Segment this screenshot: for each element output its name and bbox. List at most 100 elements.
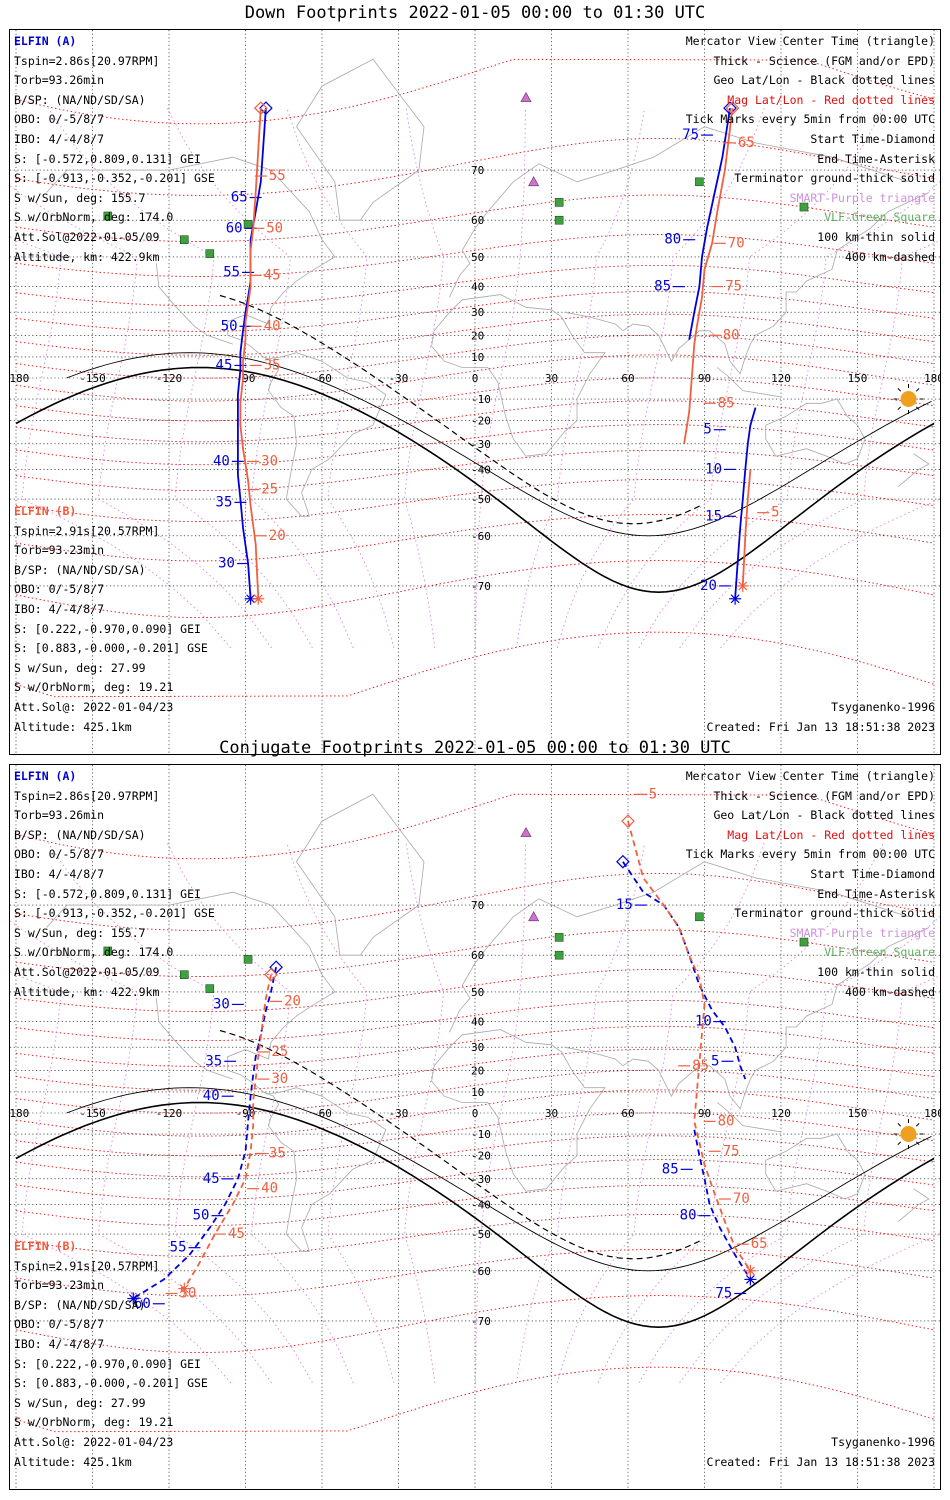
elfin-a-track (237, 108, 267, 599)
mag-lon-gridline (556, 842, 765, 1384)
tick-time-label: 30 (271, 1071, 288, 1087)
mag-lat-gridline (15, 793, 935, 860)
elfin-a-info: ELFIN (A) Tspin=2.86s[20.97RPM] Torb=93.26… (14, 32, 215, 267)
elfin-b-info-line: B/SP: (NA/ND/SD/SA) (14, 1297, 146, 1312)
mag-lon-gridline (556, 107, 765, 649)
elfin-a-info-line: B/SP: (NA/ND/SD/SA) (14, 92, 146, 107)
mag-lat-gridline (15, 1089, 935, 1137)
coastline (46, 156, 387, 517)
coastline (449, 126, 909, 298)
elfin-b-info-line: Torb=93.23min (14, 1278, 105, 1293)
elfin-a-info-line: Att.Sol@2022-01-05/09 (14, 229, 160, 244)
mag-lat-gridline (15, 1159, 935, 1201)
mag-lat-gridline (15, 377, 935, 422)
tick-time-label: 20 (269, 528, 286, 544)
legend-entry: 100 km-thin solid (817, 964, 935, 979)
map-svg: -180-150-120-90-60-300306090120150180706… (10, 30, 940, 754)
legend-entry: Mag Lat/Lon - Red dotted lines (727, 827, 935, 842)
lat-tick-label: -40 (471, 1198, 491, 1211)
map-svg: -180-150-120-90-60-300306090120150180706… (10, 765, 940, 1489)
lat-tick-label: -10 (471, 393, 491, 406)
mag-lat-gridline (15, 58, 935, 125)
legend-entry: Geo Lat/Lon - Black dotted lines (713, 808, 935, 823)
legend-entry: Mercator View Center Time (triangle) (685, 34, 935, 48)
tick-time-label: 20 (700, 578, 717, 594)
elfin-b-track (741, 469, 752, 586)
sun-ray (897, 406, 902, 410)
legend-entry: Mag Lat/Lon - Red dotted lines (727, 92, 935, 107)
mag-lon-gridline (638, 180, 940, 649)
mag-lat-gridline (15, 1366, 935, 1433)
elfin-a-info-line: OBO: 0/-5/8/7 (14, 112, 105, 127)
lon-tick-label: 120 (771, 372, 791, 385)
lon-tick-label: 90 (698, 1107, 711, 1120)
tick-time-label: 65 (231, 190, 248, 206)
lon-tick-label: 180 (924, 372, 940, 385)
lon-tick-label: 150 (848, 372, 868, 385)
tick-time-label: 35 (264, 357, 281, 373)
end-time-asterisk (128, 1294, 138, 1303)
start-time-diamond (264, 967, 278, 982)
vlf-station-square (554, 950, 564, 960)
mag-lon-gridline (167, 842, 354, 1384)
sun-icon (900, 1126, 917, 1143)
map-panel-down: -180-150-120-90-60-300306090120150180706… (9, 29, 941, 755)
coastline (717, 367, 782, 398)
coastline (431, 294, 606, 457)
tick-time-label: 5 (649, 786, 657, 802)
terminator-ground-line (15, 1101, 935, 1329)
end-time-asterisk (745, 1266, 755, 1276)
mag-lat-gridline (15, 234, 935, 277)
legend-entry: Start Time-Diamond (810, 131, 935, 146)
mag-lon-gridline (638, 915, 940, 1384)
legend-entry: 400 km-dashed (844, 984, 935, 999)
vlf-station-square (554, 215, 564, 225)
lon-tick-label: 180 (924, 1107, 940, 1120)
field-model-label: Tsyganenko-1996 (831, 700, 935, 714)
lat-tick-label: -20 (471, 1150, 491, 1163)
tick-time-label: 15 (705, 508, 722, 524)
elfin-a-info-line: S: [-0.572,0.809,0.131] GEI (14, 151, 201, 166)
lon-tick-label: 30 (545, 1107, 558, 1120)
mag-lon-gridline (10, 185, 272, 649)
lat-tick-label: 70 (471, 164, 484, 177)
elfin-b-info-line: IBO: 4/-4/8/7 (14, 601, 105, 616)
vlf-station-square (180, 970, 189, 980)
mag-lat-gridline (15, 560, 935, 619)
smart-station-triangle (528, 176, 540, 187)
lon-tick-label: -30 (389, 372, 409, 385)
mag-lat-gridline (15, 1048, 935, 1091)
tick-time-label: 40 (261, 1181, 278, 1197)
lon-tick-label: 120 (771, 1107, 791, 1120)
start-time-diamond (616, 854, 630, 869)
elfin-a-info: ELFIN (A) Tspin=2.86s[20.97RPM] Torb=93.26… (14, 767, 215, 1002)
map-legend: Mercator View Center Time (triangle) Thic… (686, 32, 935, 267)
lat-tick-label: 40 (471, 281, 484, 294)
map-footer: Tsyganenko-1996 Created: Fri Jan 13 18:51… (707, 698, 935, 737)
end-time-asterisk (730, 594, 740, 604)
lon-tick-label: 0 (472, 372, 479, 385)
mag-lon-gridline (404, 843, 444, 1383)
lat-tick-label: 60 (471, 214, 484, 227)
elfin-b-track (183, 974, 272, 1290)
terminator-400km-line (219, 1029, 703, 1260)
lat-tick-label: 50 (471, 251, 484, 264)
elfin-b-info-line: S: [0.883,-0.000,-0.201] GSE (14, 641, 208, 656)
vlf-station-square (695, 912, 704, 922)
legend-entry: 400 km-dashed (844, 249, 935, 264)
tick-time-label: 30 (213, 996, 230, 1012)
elfin-b-info-line: Tspin=2.91s[20.57RPM] (14, 1258, 160, 1273)
tick-time-label: 60 (226, 220, 243, 236)
lat-tick-label: 10 (471, 1086, 484, 1099)
elfin-a-info-line: Tspin=2.86s[20.97RPM] (14, 788, 160, 803)
mag-lat-gridline (15, 1112, 935, 1157)
smart-station-triangle (520, 826, 532, 837)
tick-time-label: 5 (771, 505, 779, 521)
panel-title-conjugate: Conjugate Footprints 2022-01-05 00:00 to… (219, 738, 731, 758)
lat-tick-label: -70 (471, 580, 491, 593)
coastline (431, 1029, 606, 1192)
legend-entry: SMART-Purple triangle (789, 925, 935, 940)
created-timestamp: Created: Fri Jan 13 18:51:38 2023 (706, 1454, 935, 1469)
legend-entry: End Time-Asterisk (817, 151, 935, 166)
mag-lat-gridline (15, 1249, 935, 1297)
